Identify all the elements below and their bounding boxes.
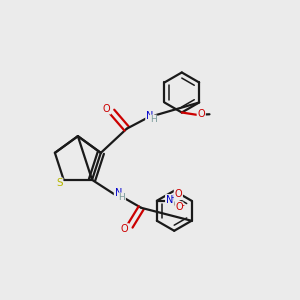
Text: O: O (175, 202, 183, 212)
Text: O: O (197, 109, 205, 119)
Text: O: O (103, 104, 110, 114)
Text: H: H (150, 116, 157, 124)
Text: N: N (115, 188, 122, 198)
Text: O: O (121, 224, 128, 234)
Text: +: + (170, 193, 176, 202)
Text: O: O (175, 189, 182, 199)
Text: N: N (146, 111, 153, 121)
Text: N: N (166, 195, 173, 205)
Text: H: H (118, 193, 125, 202)
Text: -: - (182, 202, 184, 211)
Text: S: S (56, 178, 63, 188)
